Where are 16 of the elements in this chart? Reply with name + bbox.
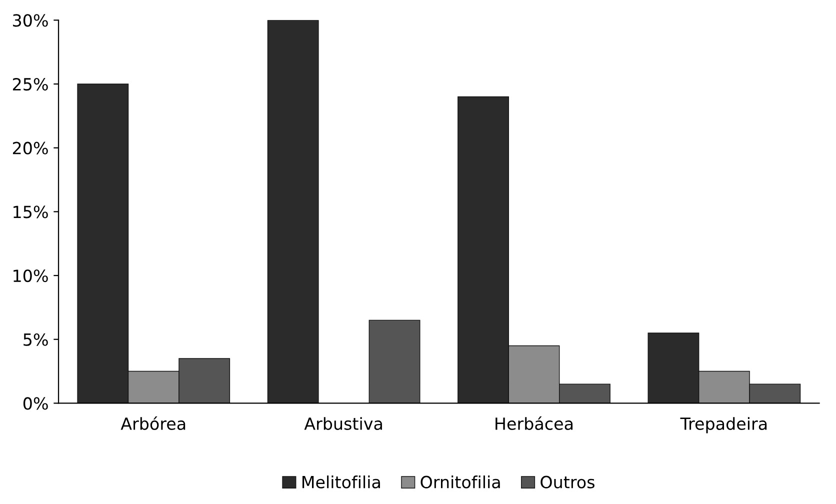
y-tick-label: 10% [14, 269, 48, 282]
y-tick-label: 15% [14, 206, 48, 218]
y-tick-label: 20% [12, 142, 48, 154]
legend-label: Ornitofilia [420, 475, 500, 488]
legend-label: Outros [540, 476, 594, 488]
x-tick-label: Herbácea [496, 416, 573, 430]
y-tick-label: 5% [24, 333, 48, 346]
bar [267, 20, 319, 404]
legend-label: Melitofilia [302, 475, 380, 488]
y-tick-label: 25% [12, 78, 48, 91]
y-tick-label: 0% [23, 397, 48, 410]
x-tick-label: Arbustiva [304, 417, 382, 430]
x-tick-label: Arbórea [120, 416, 186, 430]
bar [368, 320, 420, 404]
y-tick-label: 30% [13, 14, 48, 27]
x-tick-label: Trepadeira [680, 417, 767, 434]
